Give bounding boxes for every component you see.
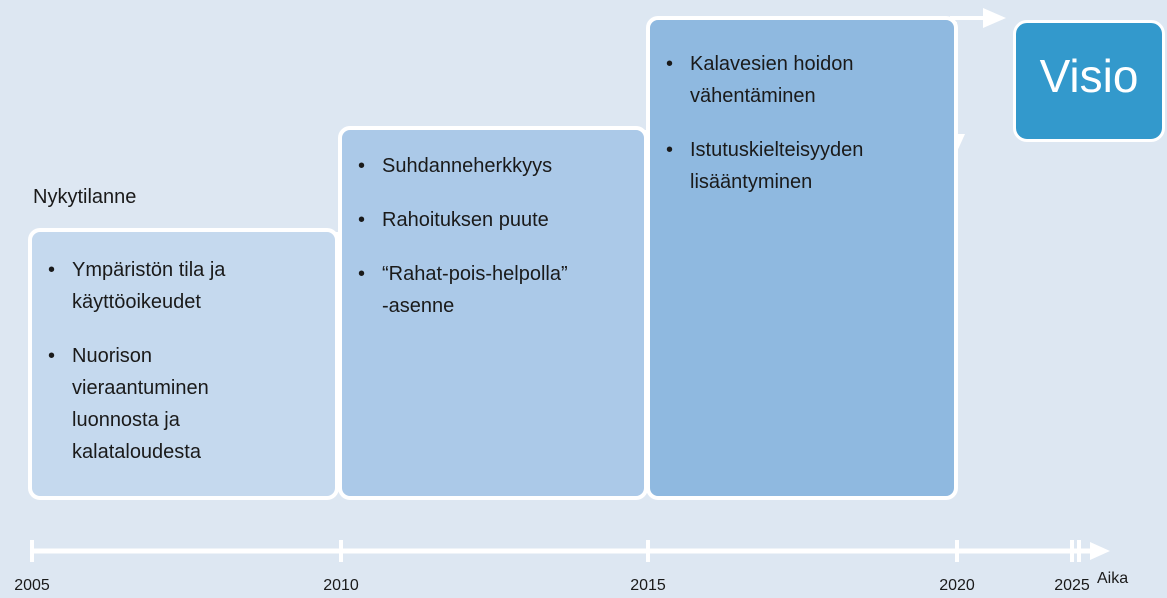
year-label: 2020: [939, 577, 975, 594]
year-label: 2025: [1054, 577, 1090, 594]
timeline-arrow: [1090, 542, 1110, 560]
item-text: “Rahat-pois-helpolla”: [382, 263, 568, 285]
bullet-item: Istutuskielteisyyden lisääntyminen: [666, 134, 863, 198]
item-text: -asenne: [382, 295, 455, 317]
bullet-list: Ympäristön tila ja käyttöoikeudet Nuorison…: [48, 254, 225, 490]
item-text: Ympäristön tila ja: [72, 259, 226, 281]
year-label: 2005: [14, 577, 50, 594]
item-text: vähentäminen: [690, 85, 816, 107]
item-text: Rahoituksen puute: [382, 209, 549, 231]
bullet-item: “Rahat-pois-helpolla” -asenne: [358, 258, 568, 322]
item-text: Nuorison: [72, 345, 153, 367]
item-text: lisääntyminen: [690, 171, 813, 193]
bullet-item: Ympäristön tila ja käyttöoikeudet: [48, 254, 225, 318]
item-text: käyttöoikeudet: [72, 291, 201, 313]
bullet-list: Suhdanneherkkyys Rahoituksen puute “Rahat-…: [358, 150, 568, 344]
arrow-head: [983, 8, 1006, 28]
year-label: 2010: [323, 577, 359, 594]
item-text: vieraantuminen: [72, 377, 209, 399]
item-text: kalataloudesta: [72, 441, 201, 463]
bullet-item: Kalavesien hoidon vähentäminen: [666, 48, 863, 112]
bullet-item: Suhdanneherkkyys: [358, 150, 568, 182]
vision-label: Visio: [1039, 50, 1139, 102]
bullet-item: Nuorison vieraantuminen luonnosta ja kalata…: [48, 340, 225, 468]
item-text: luonnosta ja: [72, 409, 180, 431]
bullet-list: Kalavesien hoidon vähentäminen Istutuskiel…: [666, 48, 863, 220]
year-label: 2015: [630, 577, 666, 594]
current-label: Nykytilanne: [33, 186, 137, 208]
item-text: Suhdanneherkkyys: [382, 155, 553, 177]
item-text: Istutuskielteisyyden: [690, 139, 864, 161]
item-text: Kalavesien hoidon: [690, 53, 854, 75]
vision-box: [1013, 20, 1165, 142]
axis-label: Aika: [1097, 570, 1129, 587]
bullet-item: Rahoituksen puute: [358, 204, 568, 236]
